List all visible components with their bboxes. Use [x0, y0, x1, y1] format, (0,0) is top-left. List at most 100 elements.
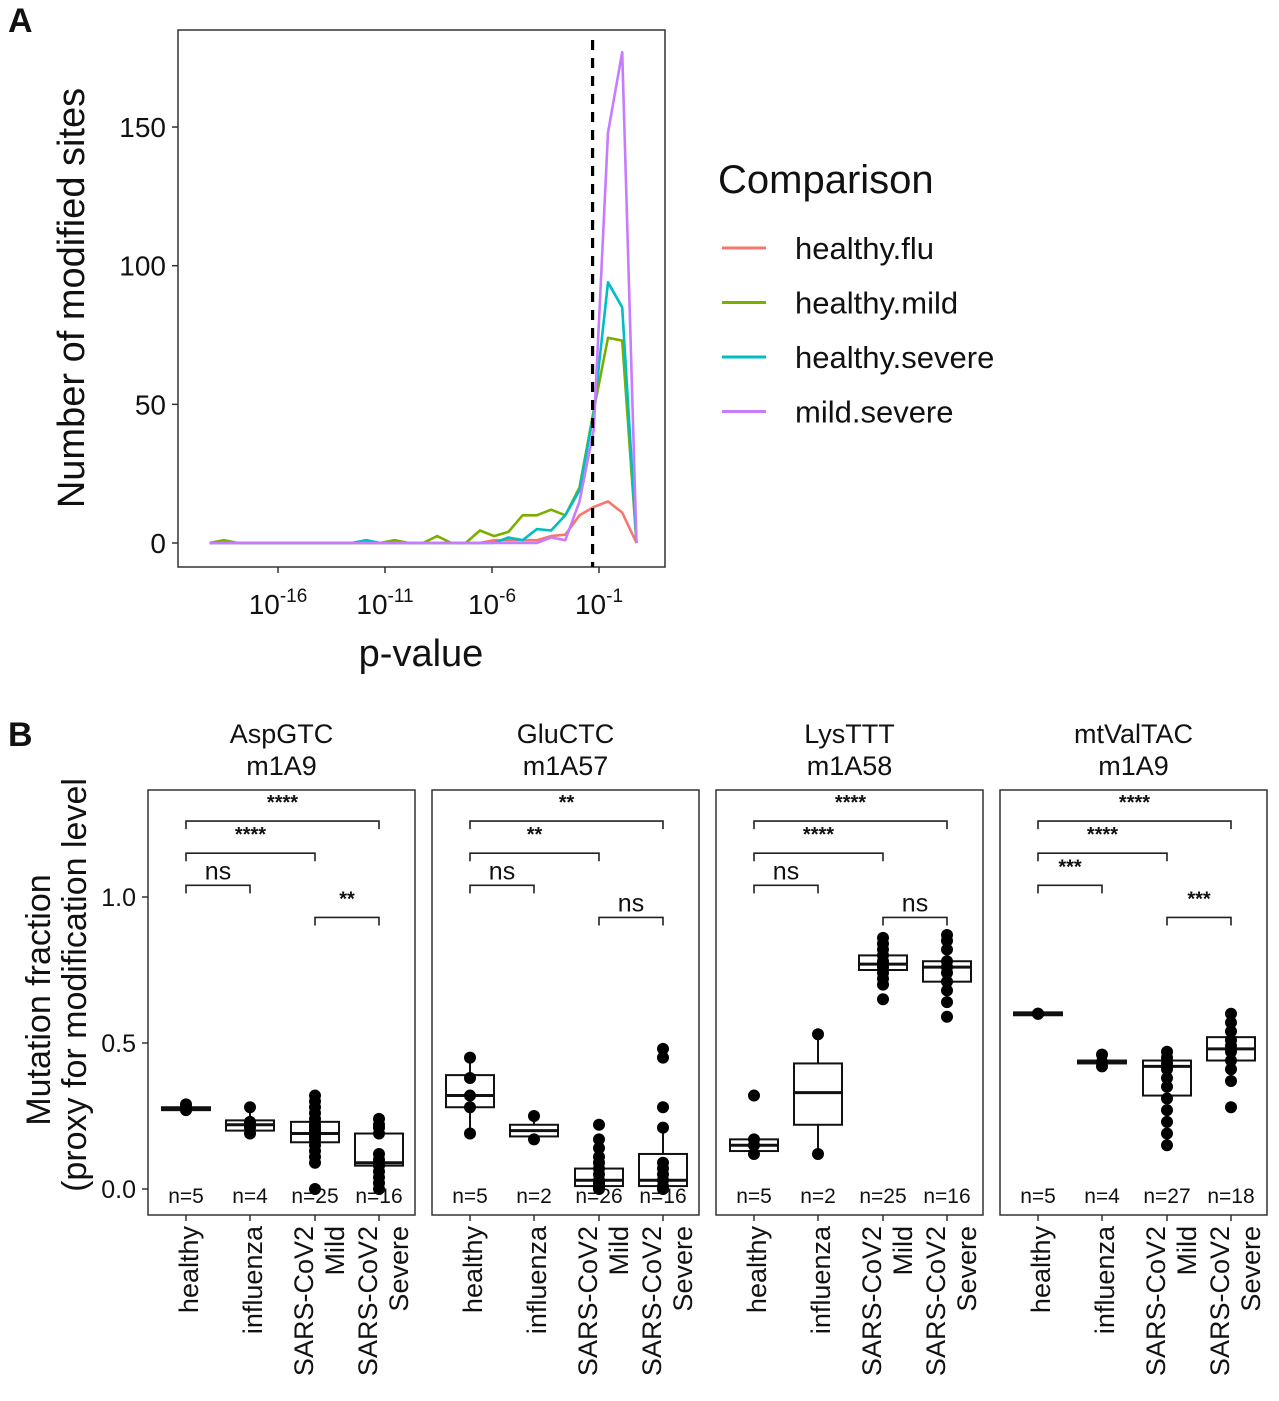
x-tick-label: 10-6 [468, 586, 516, 620]
facet-title-line-2: m1A9 [1098, 751, 1169, 781]
legend-label: mild.severe [795, 395, 954, 430]
data-point [593, 1133, 605, 1146]
data-point [593, 1142, 605, 1155]
data-point [464, 1051, 476, 1064]
y-axis-title-line-2: (proxy for modification level [56, 778, 94, 1192]
significance-label: *** [1187, 888, 1211, 910]
x-tick-label-line-2: Mild [604, 1226, 634, 1276]
data-point [373, 1147, 385, 1160]
data-point [941, 943, 953, 956]
data-point [1161, 1080, 1173, 1093]
x-tick-label: influenza [522, 1225, 552, 1334]
significance-bracket [314, 916, 380, 926]
significance-bracket [1037, 884, 1103, 894]
significance-label: ** [339, 888, 355, 910]
legend-label: healthy.severe [795, 340, 994, 375]
n-label: n=25 [859, 1185, 906, 1208]
data-point [657, 1042, 669, 1055]
x-tick-label: healthy [458, 1226, 488, 1314]
panel-a-line-chart: 0 50 100 150 10-16 10-11 10-6 10-1 p-value Number… [51, 29, 994, 675]
facet-title-line-2: m1A57 [523, 751, 609, 781]
legend-label: healthy.mild [795, 286, 958, 321]
data-point [748, 1089, 760, 1102]
significance-label: **** [803, 824, 834, 846]
n-label: n=2 [800, 1185, 836, 1208]
data-point [1225, 1016, 1237, 1029]
x-tick-label-line-1: SARS-CoV2 [1205, 1226, 1235, 1376]
data-point [464, 1101, 476, 1114]
x-tick-label: influenza [1090, 1225, 1120, 1334]
n-label: n=27 [1143, 1185, 1190, 1208]
n-label: n=4 [1084, 1185, 1120, 1208]
n-label: n=16 [923, 1185, 970, 1208]
data-point [1225, 1074, 1237, 1087]
panel-b-box-plots: 0.0 0.5 1.0 Mutation fraction(proxy for mod… [20, 719, 1268, 1376]
data-point [244, 1101, 256, 1114]
x-axis-title: p-value [359, 633, 484, 675]
data-point [464, 1089, 476, 1102]
data-point [244, 1115, 256, 1128]
data-point [812, 1028, 824, 1041]
x-tick-label-line-1: SARS-CoV2 [921, 1226, 951, 1376]
data-point [941, 975, 953, 988]
facet-title-line-1: GluCTC [517, 719, 615, 749]
data-point [464, 1127, 476, 1140]
significance-bracket [1037, 820, 1232, 830]
panel-label-b: B [8, 716, 33, 754]
significance-label: **** [1119, 792, 1150, 814]
x-tick-label-line-2: Severe [952, 1226, 982, 1312]
significance-bracket [753, 852, 884, 862]
data-point [528, 1110, 540, 1122]
y-tick-label: 150 [119, 112, 166, 143]
facet-title-line-2: m1A58 [807, 751, 893, 781]
facet-panel [999, 789, 1268, 1216]
legend-title: Comparison [718, 158, 934, 202]
significance-label: *** [1058, 856, 1082, 878]
y-tick-label: 0 [150, 528, 166, 559]
significance-label: **** [1087, 824, 1118, 846]
y-axis-title-line-1: Mutation fraction [20, 874, 58, 1125]
significance-label: **** [835, 792, 866, 814]
data-point [1161, 1104, 1173, 1117]
x-tick-label-line-2: Severe [1236, 1226, 1266, 1312]
data-point [1161, 1045, 1173, 1058]
significance-bracket [469, 820, 664, 830]
data-point [180, 1102, 192, 1115]
data-point [941, 1010, 953, 1023]
data-point [1161, 1092, 1173, 1105]
data-point [1161, 1115, 1173, 1128]
n-label: n=5 [1020, 1185, 1056, 1208]
x-tick-label-line-1: SARS-CoV2 [573, 1226, 603, 1376]
data-point [1225, 1054, 1237, 1067]
x-tick-label: influenza [238, 1225, 268, 1334]
data-point [812, 1147, 824, 1160]
y-tick-label: 0.5 [101, 1030, 136, 1058]
x-tick-label-line-2: Mild [320, 1226, 350, 1276]
data-point [657, 1101, 669, 1114]
data-point [464, 1072, 476, 1085]
significance-bracket [469, 852, 600, 862]
data-point [1032, 1007, 1044, 1020]
n-label: n=4 [232, 1185, 268, 1208]
significance-bracket [469, 884, 535, 894]
significance-label: **** [235, 824, 266, 846]
data-point [1225, 1007, 1237, 1020]
series-line-mild-severe [209, 50, 638, 545]
legend-label: healthy.flu [795, 231, 934, 266]
x-tick-label-line-2: Mild [888, 1226, 918, 1276]
x-tick-label: healthy [174, 1226, 204, 1314]
data-point [941, 996, 953, 1009]
panel-label-a: A [8, 2, 33, 40]
y-tick-label: 1.0 [101, 884, 136, 912]
x-tick-label: healthy [742, 1226, 772, 1314]
data-point [373, 1112, 385, 1125]
significance-bracket [1037, 852, 1168, 862]
x-tick-label-line-1: SARS-CoV2 [353, 1226, 383, 1376]
data-point [877, 931, 889, 944]
significance-bracket [185, 820, 380, 830]
data-point [593, 1118, 605, 1131]
significance-label: ns [489, 857, 515, 885]
